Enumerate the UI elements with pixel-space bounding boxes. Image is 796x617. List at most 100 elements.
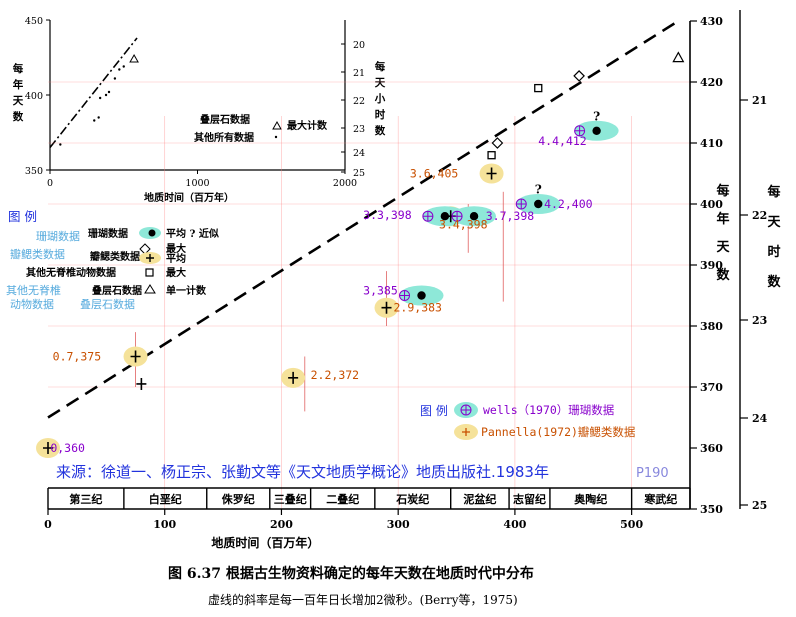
inset-y-tick-label: 350: [25, 166, 43, 177]
data-annotation: 4.4,412: [538, 134, 586, 148]
overlay-legend-pannella: Pannella(1972)瓣鳃类数据: [481, 425, 636, 439]
hours-tick-label: 21: [752, 94, 767, 107]
data-annotation: 0,360: [50, 441, 85, 455]
period-label: 泥盆纪: [463, 492, 496, 506]
inset-x-tick-label: 1000: [185, 178, 209, 189]
legend-left-label: 瓣鳃类数据: [10, 247, 65, 261]
overlay-marker-plus: [462, 428, 470, 436]
y-axis-label-hours-char: 天: [767, 215, 781, 230]
inset-data-point: [59, 143, 62, 146]
data-annotation: 2.2,372: [311, 368, 359, 382]
marker-wells-cross: [399, 290, 410, 301]
legend-left-label: 动物数据: [10, 297, 54, 311]
y-tick-label: 380: [700, 320, 723, 333]
legend-right-label: 单一计数: [166, 284, 207, 297]
x-tick-label: 400: [503, 518, 526, 531]
inset-x-tick-label: 2000: [333, 178, 357, 189]
x-axis-label: 地质时间（百万年）: [211, 535, 319, 550]
data-annotation: 3.3,398: [363, 208, 412, 222]
y-axis-label-days-char: 天: [716, 240, 730, 255]
inset-legend-triangle: [272, 120, 282, 130]
marker-diamond: [491, 137, 504, 149]
legend-left-label: 其他无脊椎: [6, 283, 61, 297]
overlay-legend-heading: 图 例: [420, 404, 448, 418]
inset-data-point: [93, 119, 96, 122]
marker-dot: [440, 212, 450, 221]
legend-right-label: 平均: [166, 252, 186, 265]
hours-tick-label: 23: [752, 314, 767, 327]
hours-tick-label: 25: [752, 499, 767, 512]
inset-y-axis-label-right-char: 时: [375, 108, 386, 121]
period-label: 志留纪: [513, 492, 546, 506]
period-label: 奥陶纪: [573, 492, 607, 506]
marker-plus: [486, 167, 497, 180]
data-annotation: 2.9,383: [394, 301, 443, 315]
period-label: 三叠纪: [274, 492, 307, 506]
period-label: 寒武纪: [643, 492, 677, 506]
data-annotation: 3.6,405: [410, 167, 458, 181]
marker-dot: [592, 126, 601, 135]
y-axis-label-days: 每年天数: [716, 183, 730, 283]
inset-chart: 350 400 450 0 1000 2000 地质时间（百万年） 20 21 22 23 24 25 每…: [12, 16, 386, 204]
inset-y-axis-label-right-char: 天: [375, 77, 386, 89]
inset-hours-tick-label: 22: [353, 96, 365, 107]
question-mark: ?: [535, 183, 542, 197]
y-tick-label: 370: [700, 381, 723, 394]
marker-wells-cross: [516, 199, 527, 209]
inset-trend-line: [49, 37, 138, 148]
inset-hours-tick-label: 24: [353, 148, 365, 159]
y-axis-label-days-char: 年: [716, 211, 729, 227]
period-label: 二叠纪: [326, 492, 359, 506]
y-axis-label-days-char: 数: [716, 267, 730, 283]
inset-y-axis-label-char: 每: [13, 62, 24, 75]
inset-legend-line2: 其他所有数据: [194, 131, 254, 144]
legend-right-label: 最大: [166, 266, 186, 279]
inset-legend-max: 最大计数: [287, 119, 328, 132]
legend-mid-label: 瓣鳃类数据: [90, 250, 140, 263]
legend-heading: 图 例: [8, 209, 37, 224]
source-credit: 来源：徐道一、杨正宗、张勤文等《天文地质学概论》地质出版社.1983年: [56, 463, 549, 481]
y-tick-label: 400: [700, 198, 723, 211]
y-axis-label-hours-char: 数: [767, 274, 781, 290]
inset-data-point: [113, 77, 117, 80]
inset-max-marker: [129, 53, 139, 63]
data-annotation: 3,385: [363, 284, 398, 298]
period-label: 第三纪: [69, 492, 102, 506]
legend-mid-label: 其他无脊椎动物数据: [26, 266, 116, 279]
legend-marker-plus: [146, 254, 154, 262]
marker-dot: [417, 291, 426, 300]
inset-y-axis-label: 每年天数: [12, 62, 24, 123]
inset-legend-dot: [274, 135, 278, 139]
marker-plus: [130, 350, 141, 363]
marker-square: [534, 83, 543, 93]
marker-wells-cross: [422, 211, 433, 222]
inset-y-axis-label-char: 年: [13, 78, 24, 91]
inset-legend-line1: 叠层石数据: [200, 113, 250, 126]
marker-square: [487, 151, 496, 160]
data-annotation: 0.7,375: [53, 350, 101, 364]
x-tick-label: 300: [387, 518, 410, 531]
marker-wells-cross: [574, 125, 585, 136]
inset-data-point: [122, 65, 125, 68]
marker-wells-cross: [452, 211, 463, 222]
x-tick-label: 200: [270, 518, 293, 531]
inset-hours-tick-label: 21: [353, 68, 365, 79]
inset-y-axis-label-char: 天: [13, 95, 24, 107]
marker-dot: [469, 212, 479, 221]
marker-plus: [43, 442, 53, 454]
trend-line: [47, 19, 680, 419]
period-label: 白垩纪: [149, 492, 182, 506]
legend-mid-label: 叠层石数据: [92, 284, 142, 297]
marker-triangle: [672, 51, 685, 63]
y-tick-label: 410: [700, 137, 723, 150]
marker-dot: [534, 199, 543, 209]
inset-y-axis-label-right-char: 小: [374, 92, 386, 105]
x-tick-label: 100: [153, 518, 176, 531]
main-chart: 0 100 200 300 400 500地质时间（百万年）350360370380390…: [6, 10, 781, 607]
x-tick-label: 0: [44, 518, 52, 531]
y-tick-label: 420: [700, 76, 723, 89]
inset-y-axis-label-right-char: 数: [374, 124, 386, 137]
